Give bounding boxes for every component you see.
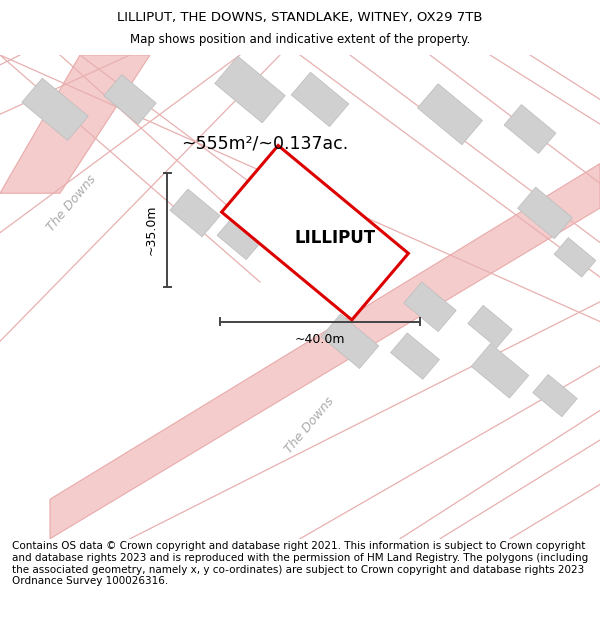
Polygon shape: [215, 56, 286, 123]
Polygon shape: [217, 216, 263, 259]
Polygon shape: [391, 333, 439, 379]
Text: The Downs: The Downs: [45, 173, 99, 234]
Text: ~555m²/~0.137ac.: ~555m²/~0.137ac.: [181, 135, 349, 153]
Polygon shape: [554, 238, 596, 277]
Polygon shape: [0, 55, 150, 193]
Text: Map shows position and indicative extent of the property.: Map shows position and indicative extent…: [130, 33, 470, 46]
Text: ~35.0m: ~35.0m: [145, 205, 157, 256]
Polygon shape: [321, 314, 379, 369]
Polygon shape: [170, 189, 220, 237]
Polygon shape: [418, 84, 482, 145]
Polygon shape: [533, 374, 577, 417]
Text: LILLIPUT: LILLIPUT: [295, 229, 376, 247]
Text: The Downs: The Downs: [283, 394, 337, 456]
Polygon shape: [104, 74, 156, 124]
Polygon shape: [404, 282, 456, 332]
Polygon shape: [518, 187, 572, 239]
Polygon shape: [22, 78, 88, 141]
Polygon shape: [468, 306, 512, 348]
Polygon shape: [221, 146, 409, 320]
Polygon shape: [504, 104, 556, 154]
Polygon shape: [291, 72, 349, 127]
Text: ~40.0m: ~40.0m: [295, 333, 345, 346]
Polygon shape: [471, 344, 529, 398]
Polygon shape: [50, 164, 600, 539]
Text: Contains OS data © Crown copyright and database right 2021. This information is : Contains OS data © Crown copyright and d…: [12, 541, 588, 586]
Text: LILLIPUT, THE DOWNS, STANDLAKE, WITNEY, OX29 7TB: LILLIPUT, THE DOWNS, STANDLAKE, WITNEY, …: [117, 11, 483, 24]
